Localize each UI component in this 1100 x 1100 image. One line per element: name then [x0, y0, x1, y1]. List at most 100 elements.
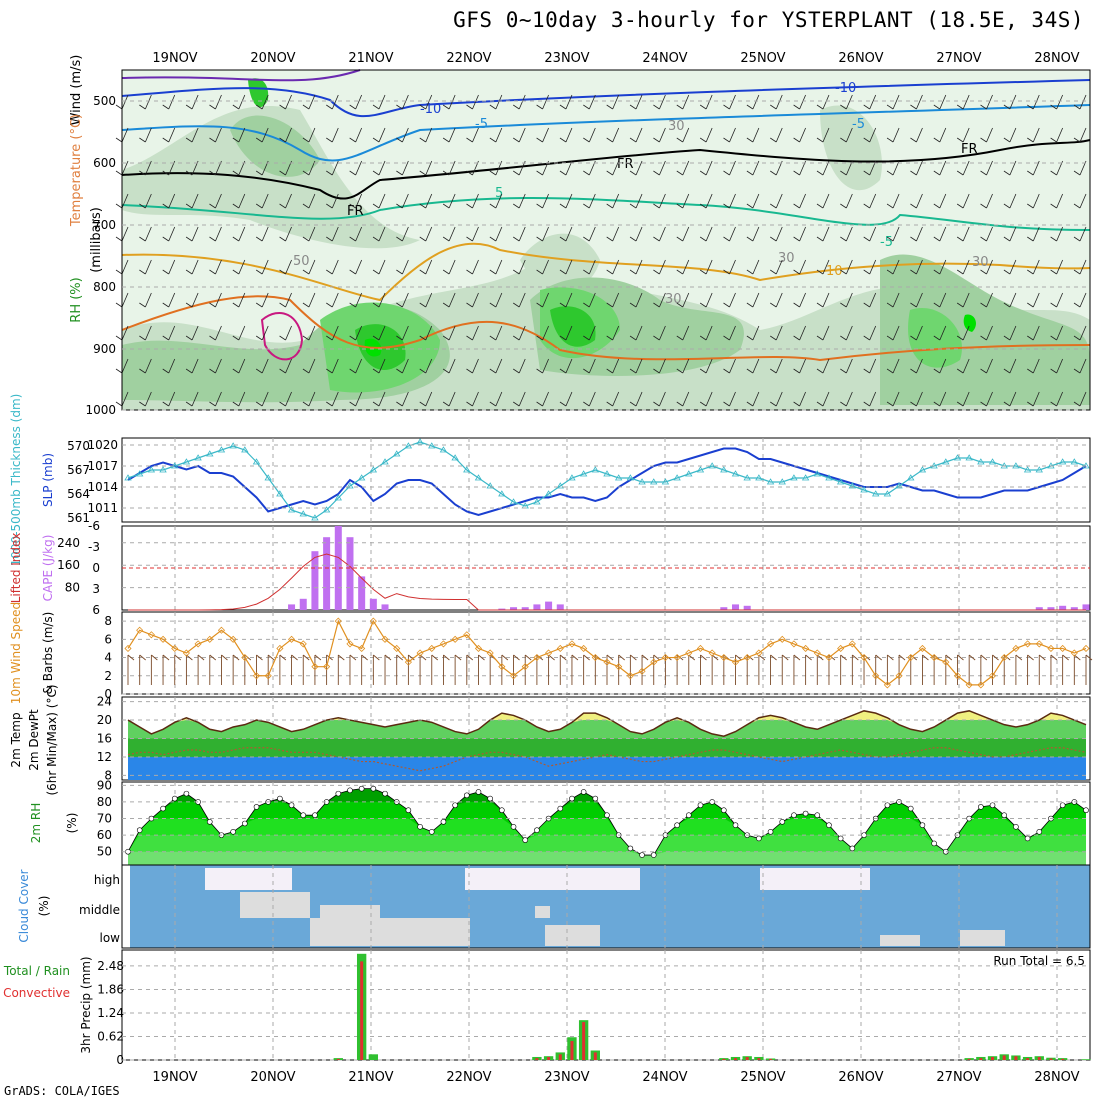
wind-barb-flag — [629, 401, 637, 407]
wind-barb — [822, 325, 830, 341]
wind-barb-flag — [1050, 236, 1057, 242]
wind-barb-flag — [419, 269, 426, 275]
contour-label: 10 — [826, 264, 843, 279]
wind-barb-feather — [151, 654, 158, 661]
wind-barb-flag — [933, 401, 941, 407]
wind-barb — [962, 160, 970, 176]
wind-barb — [448, 226, 456, 242]
wind-barb — [705, 193, 713, 209]
wind-barb-flag — [629, 137, 637, 143]
wind-barb — [121, 259, 129, 275]
rh-point — [931, 840, 937, 847]
wind-barb — [495, 259, 503, 275]
wind-barb — [518, 292, 526, 308]
wind-barb-flag — [442, 104, 450, 110]
thickness-point — [486, 482, 494, 489]
wind-barb-flag — [699, 236, 707, 242]
wind-barb-feather — [770, 654, 777, 661]
cape-axis-label: CAPE (J/kg) — [41, 535, 55, 602]
wind-barb — [425, 94, 433, 110]
temp-tick-label: 24 — [97, 695, 112, 709]
wind-barb-flag — [185, 335, 193, 341]
wind-barb-flag — [279, 401, 286, 407]
precip-conv-bar — [1026, 1058, 1030, 1060]
thickness-point — [626, 474, 635, 481]
wind-barb-feather — [1085, 654, 1093, 661]
cape-bar — [346, 537, 354, 610]
wind-speed-point — [626, 672, 634, 680]
rh-point — [580, 789, 587, 795]
wind-barb — [565, 292, 573, 308]
wind-barb-flag — [512, 203, 520, 209]
wind-barb-feather — [139, 654, 146, 661]
wind-barb — [285, 259, 292, 275]
top-date-label: 23NOV — [544, 51, 589, 66]
wind-barb — [635, 226, 643, 242]
wind-barb — [425, 391, 433, 407]
wind-barb — [378, 325, 386, 341]
wind-barb — [191, 94, 199, 110]
thickness-point — [556, 482, 564, 489]
wind-barb — [168, 259, 176, 275]
wind-barb — [916, 160, 923, 176]
wind-barb — [378, 292, 386, 308]
slp-tick-label: 1020 — [87, 438, 118, 452]
wind-barb-flag — [933, 137, 941, 143]
thickness-point — [766, 478, 775, 485]
wind-barb-flag — [1003, 368, 1011, 374]
wind-barb-flag — [629, 302, 637, 308]
wind-barb-feather — [197, 654, 205, 661]
wind-barb — [1056, 292, 1064, 308]
dewpoint-line — [127, 747, 1087, 772]
cape-bar — [720, 607, 728, 610]
wind-barb — [191, 292, 199, 308]
rh-point — [1024, 835, 1031, 842]
wind-barb — [1079, 226, 1087, 242]
wind-barb-flag — [326, 137, 333, 143]
wind-barb-flag — [466, 137, 473, 143]
wind-barb — [892, 226, 900, 242]
thickness-point — [977, 458, 985, 465]
wind-speed-point — [720, 653, 728, 662]
wind-barb — [285, 193, 292, 209]
precip-conv-bar — [558, 1054, 562, 1060]
wind-barb-flag — [770, 170, 777, 176]
wind-barb — [285, 292, 292, 308]
wind-barb — [612, 193, 620, 209]
wind-barb — [448, 292, 456, 308]
wind-speed-point — [206, 635, 214, 643]
wind-barb-flag — [489, 269, 497, 275]
wind-barb-flag — [840, 236, 847, 242]
wind-barb-flag — [349, 203, 356, 209]
wind-barb — [168, 292, 176, 308]
rh-point — [125, 848, 131, 855]
wind-speed-point — [346, 640, 354, 648]
thickness-point — [988, 458, 997, 465]
precip-tick-label: 0.62 — [97, 1029, 124, 1043]
wind-barb — [542, 391, 549, 407]
wind-barb-flag — [302, 170, 310, 176]
wind-speed-point — [171, 644, 179, 653]
wind-barb — [308, 325, 316, 341]
wind-barb-flag — [536, 269, 543, 275]
wind-barb-flag — [653, 203, 660, 209]
wind-barb — [939, 391, 947, 407]
wind-barb-flag — [326, 104, 333, 110]
bottom-date-label: 27NOV — [936, 1070, 981, 1085]
wind-speed-point — [673, 653, 681, 662]
thickness-point — [731, 470, 740, 477]
wind-barb-flag — [770, 137, 777, 143]
wind-barb-flag — [302, 335, 310, 341]
wind-barb — [495, 193, 503, 209]
rh-point — [487, 795, 493, 802]
wind-barb — [425, 358, 433, 374]
wind-barb-feather — [314, 654, 322, 661]
wind-barb — [1032, 259, 1040, 275]
wind-barb-flag — [139, 137, 146, 143]
rh-point — [814, 812, 821, 819]
wind-barb — [845, 292, 853, 308]
wind-barb-flag — [793, 236, 800, 242]
wind-barb-flag — [1073, 401, 1081, 407]
wind-barb — [962, 94, 970, 110]
wind-speed-point — [918, 644, 927, 653]
